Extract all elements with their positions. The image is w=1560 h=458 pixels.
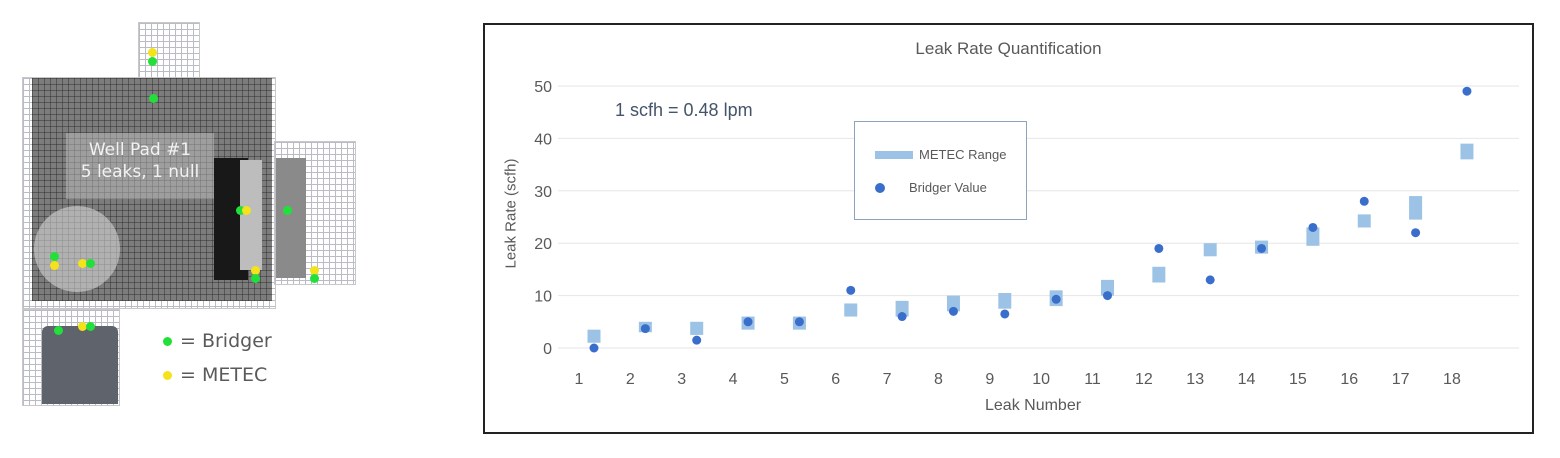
tank-circle [34,206,120,292]
gridlines [558,85,1519,349]
bridger-value-point [846,285,856,295]
metec-range-bar [1357,214,1371,228]
metec-range-bar [1460,143,1474,160]
legend-item-bridger-value: Bridger Value [861,180,987,195]
metec-range-bar [690,321,704,335]
metec-marker [251,266,260,275]
y-tick-label: 0 [543,341,552,358]
x-axis-title: Leak Number [985,397,1082,414]
x-tick-label: 2 [626,371,635,388]
bridger-value-series [589,86,1472,353]
unit-conversion-note: 1 scfh = 0.48 lpm [615,100,753,120]
metec-marker [78,259,87,268]
bridger-marker [86,259,95,268]
metec-marker [148,48,157,57]
x-tick-label: 10 [1032,371,1050,388]
bridger-marker [50,252,59,261]
legend-metec: = METEC [163,358,272,392]
x-tick-label: 13 [1186,371,1204,388]
x-axis-ticks: 1 2 3 4 5 6 7 8 9 10 11 12 13 14 15 16 17 18 [575,371,1461,388]
bridger-value-point [1205,275,1215,285]
bridger-marker [149,94,158,103]
metec-range-bar [1409,196,1423,220]
leak-rate-chart: Leak Rate Quantification 1 scfh = 0.48 l… [483,23,1534,434]
legend-item-metec-range: METEC Range [875,147,1006,162]
y-tick-label: 30 [534,184,552,201]
x-tick-label: 15 [1289,371,1307,388]
metec-range-bar [1203,243,1217,257]
bridger-value-point [1462,86,1472,96]
metec-range-bar [895,300,909,317]
inset-right-photo [276,158,306,278]
x-tick-label: 3 [677,371,686,388]
metec-marker [78,322,87,331]
bridger-marker [283,206,292,215]
bridger-value-point [1051,294,1061,304]
bridger-value-point [794,317,804,327]
x-tick-label: 14 [1238,371,1256,388]
metec-range-bar [998,292,1012,309]
bridger-value-point [692,335,702,345]
bridger-value-point [640,324,650,334]
y-tick-label: 50 [534,79,552,96]
well-pad-site-map: Well Pad #1 5 leaks, 1 null = Bridger = … [18,18,363,410]
metec-range-bar [844,303,858,317]
x-tick-label: 9 [985,371,994,388]
bridger-value-point [1103,291,1112,301]
bridger-marker [310,274,319,283]
x-tick-label: 7 [883,371,892,388]
bridger-value-point [1257,243,1267,253]
bridger-marker [86,322,95,331]
bridger-marker [54,326,63,335]
yellow-dot-icon [163,370,172,380]
bridger-value-point [897,312,907,322]
bridger-value-point [1359,196,1369,206]
metec-range-bar [1101,279,1114,296]
x-tick-label: 8 [934,371,943,388]
y-axis-ticks: 0 10 20 30 40 50 [534,79,552,358]
range-bar-icon [875,150,913,159]
bridger-value-point [1411,228,1421,238]
y-tick-label: 10 [534,289,552,306]
bridger-marker [236,206,245,215]
x-tick-label: 17 [1392,371,1410,388]
x-tick-label: 5 [780,371,789,388]
bridger-value-point [589,343,599,353]
equipment-light [240,160,262,270]
metec-marker [310,266,319,275]
bridger-value-point [1154,243,1164,253]
legend-bridger: = Bridger [163,324,272,358]
x-tick-label: 6 [831,371,840,388]
bridger-marker [251,274,260,283]
chart-title: Leak Rate Quantification [915,39,1102,58]
y-tick-label: 40 [534,131,552,148]
metec-range-bar [587,329,601,343]
x-tick-label: 12 [1135,371,1153,388]
x-tick-label: 1 [575,371,584,388]
bridger-value-point [1308,222,1318,232]
bridger-value-point [1000,309,1010,319]
metec-range-bar [1306,227,1320,246]
chart-legend: METEC Range Bridger Value [854,121,1027,220]
bridger-value-point [948,306,958,316]
bridger-value-point [743,317,753,327]
metec-range-bar [946,295,960,312]
y-tick-label: 20 [534,236,552,253]
inset-top-grid [138,22,200,80]
x-tick-label: 18 [1443,371,1461,388]
x-tick-label: 4 [729,371,738,388]
bridger-marker [148,57,157,66]
metec-marker [242,206,251,215]
metec-range-bar [1152,266,1166,283]
green-dot-icon [163,336,172,346]
metec-marker [50,261,59,270]
site-map-legend: = Bridger = METEC [163,324,272,392]
inset-bottom-photo [42,326,118,404]
well-pad-label: Well Pad #1 5 leaks, 1 null [66,133,214,199]
x-tick-label: 11 [1084,371,1101,388]
circle-marker-icon [875,182,885,193]
x-tick-label: 16 [1340,371,1358,388]
